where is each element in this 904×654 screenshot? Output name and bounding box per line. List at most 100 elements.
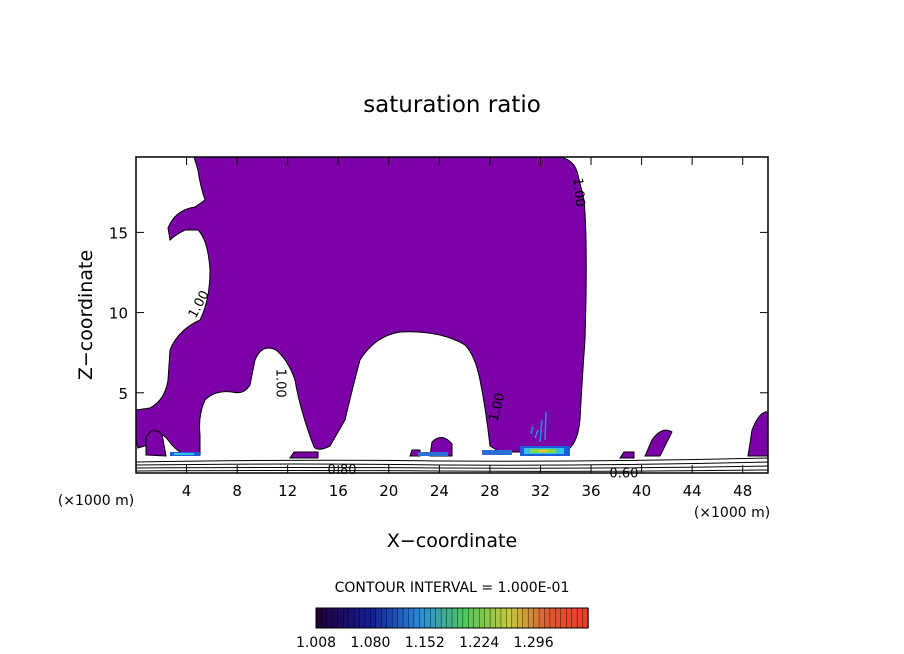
x-tick-label: 16 <box>329 482 348 500</box>
colorbar-cell <box>337 607 344 629</box>
colorbar-tick-label: 1.152 <box>405 635 445 651</box>
colorbar-cell <box>386 607 393 629</box>
contour-label: 1.00 <box>273 369 288 398</box>
colorbar-cell <box>511 607 518 629</box>
colorbar-cell <box>451 607 459 629</box>
chart-title: saturation ratio <box>363 92 541 118</box>
x-tick-label: 20 <box>379 482 398 500</box>
high-saturation-patch <box>538 450 548 452</box>
saturated-blob <box>619 451 635 459</box>
colorbar-cell <box>484 607 491 629</box>
x-axis-label: X−coordinate <box>387 530 517 552</box>
contour-interval-text: CONTOUR INTERVAL = 1.000E-01 <box>335 580 570 596</box>
colorbar-cell <box>446 607 453 629</box>
y-tick-label: 10 <box>109 305 128 323</box>
colorbar-cell <box>527 607 535 629</box>
colorbar-cell <box>402 607 410 629</box>
y-axis-label: Z−coordinate <box>75 250 97 380</box>
colorbar-cell <box>544 607 551 629</box>
colorbar-cell <box>424 607 431 629</box>
colorbar-cell <box>353 607 361 629</box>
surface-contour-lines <box>136 457 768 472</box>
x-tick-label: 36 <box>581 482 600 500</box>
x-tick-label: 24 <box>430 482 449 500</box>
colorbar-cell <box>364 607 372 629</box>
x-unit-right: (×1000 m) <box>694 505 770 521</box>
colorbar-tick-label: 1.224 <box>459 635 499 651</box>
y-tick-label: 5 <box>118 385 128 403</box>
saturated-blob <box>145 429 167 457</box>
plot-frame <box>135 156 769 474</box>
colorbar-cell <box>457 607 464 629</box>
colorbar-cell <box>397 607 404 629</box>
colorbar-tick-label: 1.296 <box>514 635 554 651</box>
colorbar-cell <box>381 607 388 629</box>
colorbar-cell <box>549 607 557 629</box>
colorbar-cell <box>566 607 573 629</box>
colorbar-cell <box>370 607 377 629</box>
contour-label: 1.00 <box>570 177 587 207</box>
colorbar-cell <box>419 607 426 629</box>
y-axis: 5 10 15 <box>109 224 768 403</box>
x-tick-label: 48 <box>733 482 752 500</box>
colorbar-frame <box>315 607 589 629</box>
colorbar-cell <box>489 607 497 629</box>
colorbar-cell <box>560 607 567 629</box>
colorbar-tick-label: 1.080 <box>350 635 390 651</box>
colorbar-cell <box>462 607 470 629</box>
x-tick-label: 32 <box>531 482 550 500</box>
colorbar-cell <box>359 607 366 629</box>
colorbar-cell <box>435 607 442 629</box>
colorbar-cell <box>538 607 546 629</box>
saturated-blob <box>429 437 453 457</box>
contour-field <box>136 157 768 472</box>
contour-label: 0.60 <box>609 466 638 481</box>
contour-labels: 1.001.001.001.000.80 0.60 <box>186 177 639 481</box>
high-saturation-speckles <box>530 411 547 443</box>
high-saturation-patch <box>418 452 448 456</box>
x-tick-label: 4 <box>182 482 192 500</box>
colorbar-cell <box>430 607 437 629</box>
colorbar-cell <box>413 607 421 629</box>
colorbar-cell <box>555 607 562 629</box>
x-tick-label: 40 <box>632 482 651 500</box>
x-tick-label: 44 <box>683 482 702 500</box>
colorbar-cell <box>576 607 584 629</box>
x-unit-left: (×1000 m) <box>58 493 134 509</box>
high-saturation-patch <box>482 450 512 455</box>
colorbar-cell <box>408 607 415 629</box>
x-tick-label: 12 <box>278 482 297 500</box>
saturated-blob <box>289 451 319 459</box>
colorbar-cell <box>506 607 513 629</box>
colorbar-cell <box>495 607 502 629</box>
x-tick-label: 8 <box>232 482 242 500</box>
contour-label: 0.80 <box>328 463 357 478</box>
colorbar-cell <box>468 607 475 629</box>
colorbar-cell <box>517 607 524 629</box>
high-saturation-patch <box>174 453 194 455</box>
colorbar-cell <box>343 607 350 629</box>
colorbar-cell <box>533 607 540 629</box>
colorbar-cell <box>321 607 328 629</box>
colorbar-cell <box>479 607 486 629</box>
saturated-blob <box>747 411 768 457</box>
colorbar-cell <box>332 607 339 629</box>
colorbar-cell <box>571 607 578 629</box>
saturated-blob <box>409 449 421 457</box>
colorbar-cell <box>315 607 323 629</box>
colorbar-cell <box>522 607 529 629</box>
colorbar-cell <box>440 607 448 629</box>
x-tick-label: 28 <box>480 482 499 500</box>
colorbar-cell <box>500 607 508 629</box>
colorbar-cell <box>391 607 399 629</box>
colorbar: 1.008 1.080 1.152 1.224 1.296 <box>296 607 589 651</box>
saturated-blob <box>644 429 673 457</box>
contour-label: 1.00 <box>487 391 509 423</box>
colorbar-cell <box>375 607 382 629</box>
colorbar-cell <box>326 607 334 629</box>
x-axis: 4 8 12 16 20 24 28 32 36 40 44 48 <box>182 157 752 500</box>
y-tick-label: 15 <box>109 224 128 242</box>
colorbar-cell <box>348 607 355 629</box>
colorbar-cell <box>473 607 480 629</box>
